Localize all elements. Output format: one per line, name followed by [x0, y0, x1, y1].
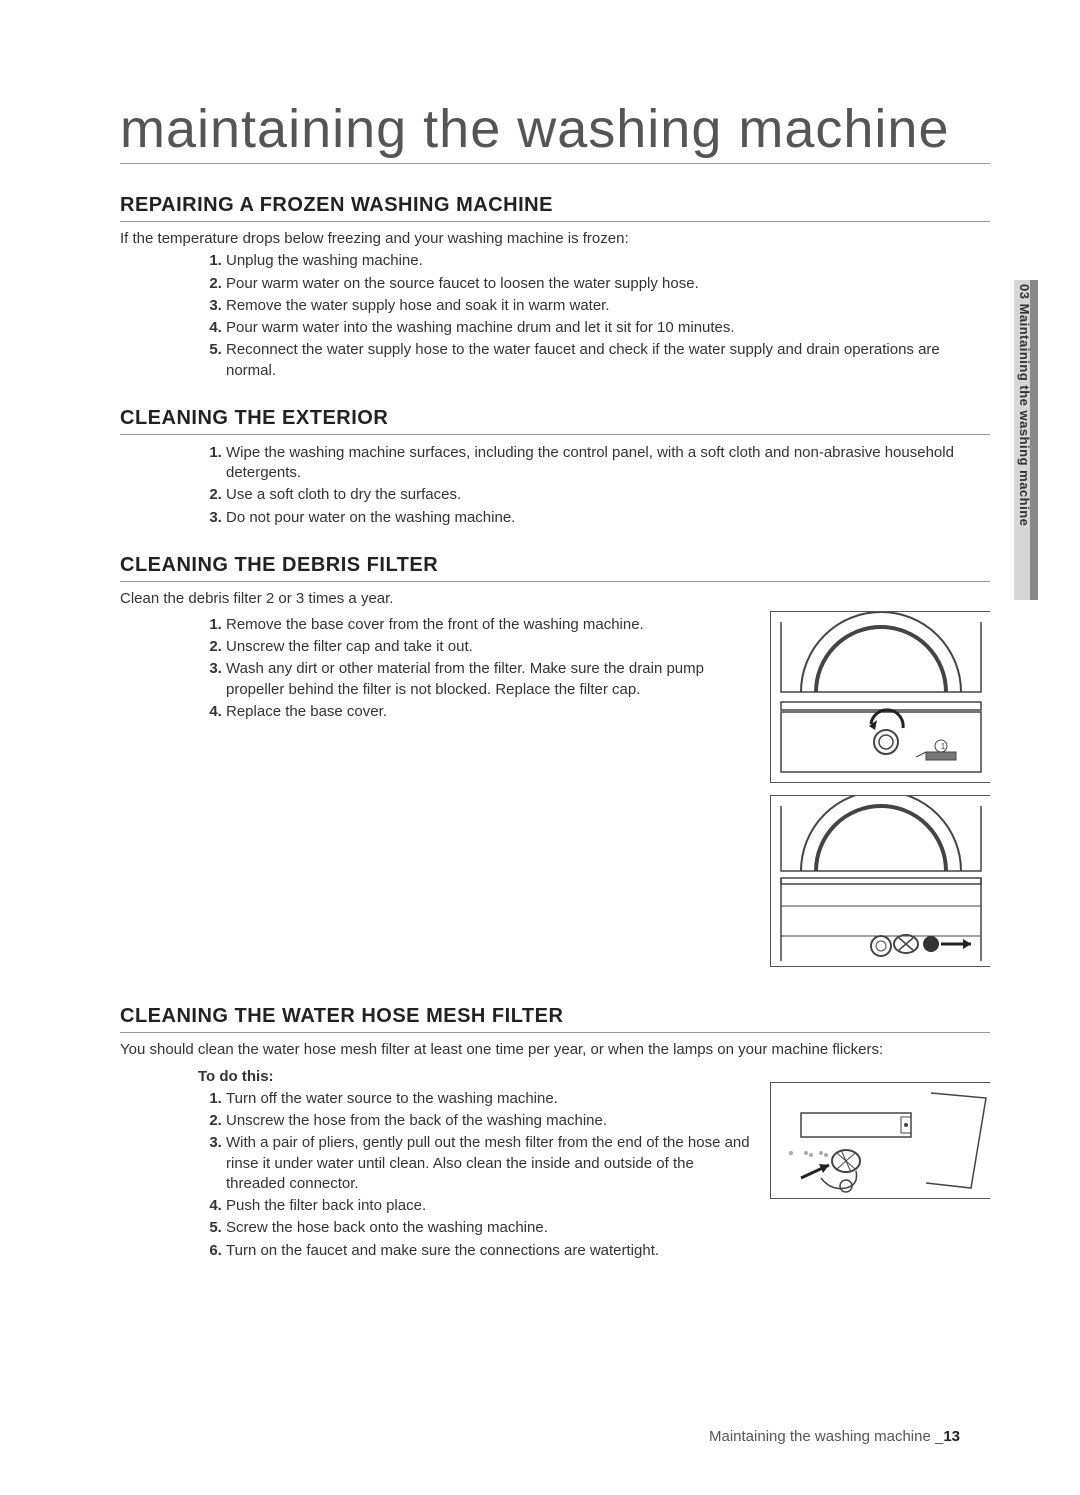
page-title: maintaining the washing machine — [120, 100, 990, 164]
intro-mesh: You should clean the water hose mesh fil… — [120, 1041, 990, 1058]
footer-text: Maintaining the washing machine _ — [709, 1428, 943, 1445]
page-footer: Maintaining the washing machine _13 — [709, 1428, 960, 1445]
diagram-debris-2 — [770, 795, 990, 967]
step: Unscrew the hose from the back of the wa… — [226, 1111, 752, 1131]
step: With a pair of pliers, gently pull out t… — [226, 1133, 752, 1194]
step: Reconnect the water supply hose to the w… — [226, 340, 990, 381]
debris-row: Remove the base cover from the front of … — [120, 611, 990, 979]
heading-debris: CLEANING THE DEBRIS FILTER — [120, 554, 990, 582]
steps-debris: Remove the base cover from the front of … — [198, 615, 752, 722]
heading-exterior: CLEANING THE EXTERIOR — [120, 407, 990, 435]
footer-page-number: 13 — [943, 1428, 960, 1445]
step: Pour warm water into the washing machine… — [226, 318, 990, 338]
step: Replace the base cover. — [226, 702, 752, 722]
step: Screw the hose back onto the washing mac… — [226, 1218, 752, 1238]
heading-frozen: REPAIRING A FROZEN WASHING MACHINE — [120, 194, 990, 222]
step: Use a soft cloth to dry the surfaces. — [226, 485, 990, 505]
page-content: maintaining the washing machine REPAIRIN… — [0, 0, 1080, 1313]
diagram-mesh — [770, 1082, 990, 1199]
mesh-diagram-col — [770, 1062, 990, 1211]
step: Pour warm water on the source faucet to … — [226, 274, 990, 294]
step: Wipe the washing machine surfaces, inclu… — [226, 443, 990, 484]
step: Wash any dirt or other material from the… — [226, 659, 752, 700]
step: Push the filter back into place. — [226, 1196, 752, 1216]
mesh-row: To do this: Turn off the water source to… — [120, 1062, 990, 1263]
steps-mesh: Turn off the water source to the washing… — [198, 1089, 752, 1261]
step: Remove the water supply hose and soak it… — [226, 296, 990, 316]
heading-mesh: CLEANING THE WATER HOSE MESH FILTER — [120, 1005, 990, 1033]
step: Remove the base cover from the front of … — [226, 615, 752, 635]
step: Turn on the faucet and make sure the con… — [226, 1241, 752, 1261]
steps-exterior: Wipe the washing machine surfaces, inclu… — [198, 443, 990, 528]
step: Unplug the washing machine. — [226, 251, 990, 271]
intro-frozen: If the temperature drops below freezing … — [120, 230, 990, 247]
step: Do not pour water on the washing machine… — [226, 508, 990, 528]
step: Unscrew the filter cap and take it out. — [226, 637, 752, 657]
steps-frozen: Unplug the washing machine. Pour warm wa… — [198, 251, 990, 381]
step: Turn off the water source to the washing… — [226, 1089, 752, 1109]
diagram-debris-1: 1 — [770, 611, 990, 783]
debris-diagrams: 1 — [770, 611, 990, 979]
mesh-sub: To do this: — [198, 1068, 752, 1085]
intro-debris: Clean the debris filter 2 or 3 times a y… — [120, 590, 990, 607]
svg-text:1: 1 — [941, 742, 946, 751]
